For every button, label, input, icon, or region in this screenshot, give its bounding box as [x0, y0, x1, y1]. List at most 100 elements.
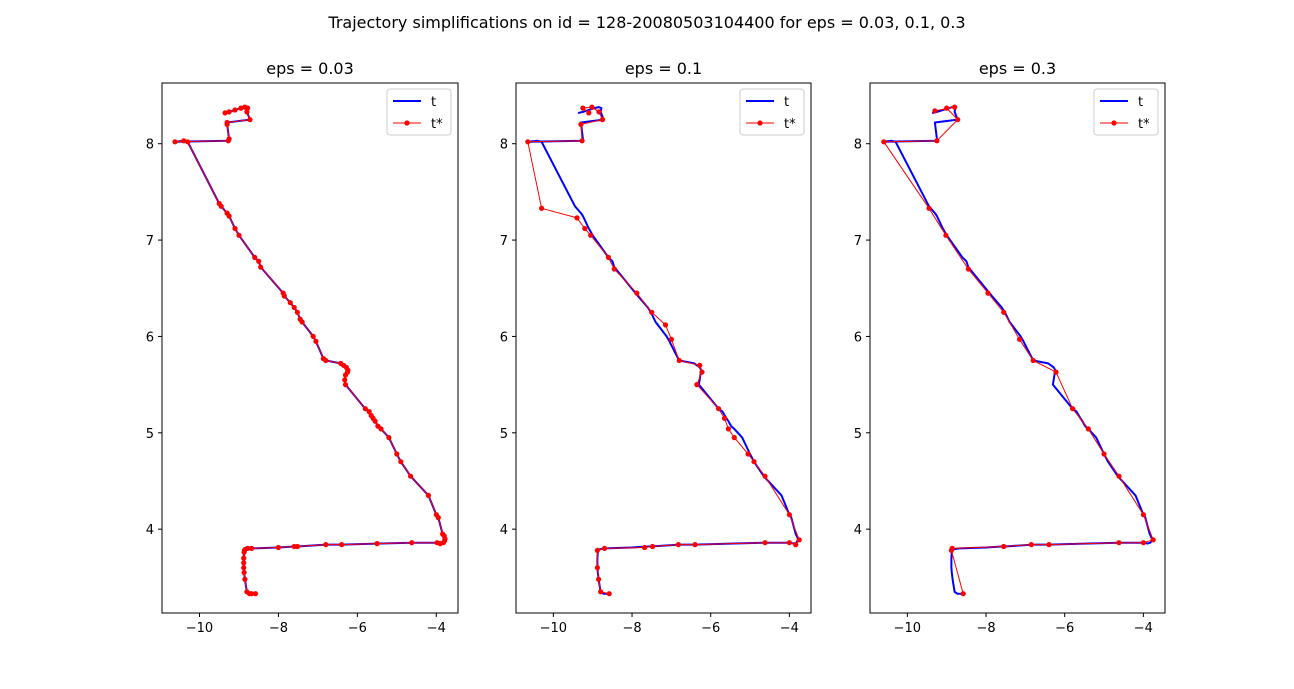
- x-tick-label: −8: [622, 621, 641, 636]
- series-tstar-marker: [1140, 540, 1146, 546]
- series-tstar-marker: [634, 290, 640, 296]
- series-tstar-marker: [574, 215, 580, 221]
- series-tstar-marker: [762, 473, 768, 479]
- series-tstar-marker: [297, 316, 303, 322]
- y-tick-label: 6: [854, 330, 862, 345]
- series-tstar-marker: [1030, 357, 1036, 364]
- legend: t t*: [386, 88, 452, 136]
- series-tstar-marker: [588, 232, 594, 238]
- series-tstar-marker: [611, 266, 617, 272]
- y-tick-label: 6: [146, 330, 154, 345]
- series-tstar-marker: [675, 542, 682, 548]
- series-tstar-marker: [960, 591, 966, 597]
- series-tstar-marker: [252, 254, 258, 260]
- series-tstar-marker: [539, 205, 545, 211]
- x-tick-label: −6: [1055, 621, 1074, 636]
- y-tick-label: 7: [854, 234, 862, 249]
- y-tick-label: 4: [500, 523, 508, 538]
- series-tstar-marker: [949, 545, 955, 552]
- series-tstar-marker: [596, 109, 602, 115]
- series-tstar-marker: [955, 117, 961, 123]
- series-tstar-marker: [793, 542, 799, 548]
- series-tstar-marker: [731, 435, 737, 441]
- subplot-title: eps = 0.1: [625, 59, 702, 78]
- series-tstar-marker: [589, 104, 595, 110]
- plot-area: [525, 104, 802, 597]
- series-tstar-marker: [1085, 426, 1091, 432]
- y-tick-label: 7: [500, 234, 508, 249]
- series-tstar-marker: [275, 544, 281, 551]
- series-tstar-marker: [368, 412, 374, 419]
- series-tstar-marker: [241, 555, 247, 561]
- series-tstar-marker: [699, 369, 705, 375]
- legend-label-t: t: [1138, 95, 1143, 110]
- series-tstar-marker: [232, 107, 238, 113]
- series-tstar-marker: [374, 541, 380, 547]
- axes-frame: [515, 82, 812, 614]
- series-tstar-marker: [599, 117, 606, 123]
- series-tstar-marker: [582, 225, 588, 232]
- x-tick-label: −6: [701, 621, 720, 636]
- series-tstar-marker: [366, 409, 372, 415]
- series-tstar-marker: [394, 451, 400, 457]
- axes-frame: [869, 82, 1166, 614]
- series-tstar-marker: [796, 537, 802, 543]
- series-tstar-marker: [398, 459, 404, 465]
- subplots: eps = 0.03 −10 −8 −6 −4 4 5 6 7 8 t t* eps = 0.1 −10 −…: [146, 59, 1166, 636]
- series-tstar-marker: [786, 512, 793, 518]
- series-tstar-marker: [409, 540, 415, 546]
- x-tick-label: −4: [1134, 621, 1153, 636]
- series-tstar-marker: [985, 290, 991, 296]
- series-tstar-marker: [222, 110, 228, 116]
- series-tstar-marker: [594, 565, 601, 571]
- series-tstar-marker: [252, 591, 259, 597]
- series-tstar-marker: [320, 356, 326, 362]
- series-tstar-marker: [241, 569, 247, 576]
- y-tick-label: 8: [146, 138, 154, 153]
- x-tick-label: −8: [269, 621, 288, 636]
- series-tstar-marker: [692, 542, 698, 548]
- series-tstar-line: [527, 106, 800, 595]
- series-tstar-marker: [952, 104, 958, 110]
- y-tick-label: 6: [500, 330, 508, 345]
- series-tstar-marker: [172, 139, 178, 145]
- series-tstar-marker: [185, 139, 191, 145]
- series-tstar-marker: [181, 138, 187, 144]
- legend-tstar-marker: [757, 120, 763, 126]
- series-tstar-marker: [249, 545, 255, 552]
- legend-label-t: t: [784, 95, 789, 110]
- series-tstar-marker: [362, 406, 368, 412]
- series-tstar-marker: [1001, 309, 1007, 315]
- series-tstar-marker: [408, 473, 414, 479]
- series-tstar-marker: [216, 200, 222, 207]
- legend-label-tstar: t*: [431, 117, 443, 132]
- y-tick-label: 5: [500, 427, 508, 442]
- series-tstar-marker: [662, 322, 669, 328]
- series-tstar-marker: [241, 560, 247, 566]
- series-tstar-marker: [1046, 542, 1052, 548]
- series-tstar-marker: [375, 423, 381, 429]
- series-tstar-marker: [649, 309, 655, 315]
- series-tstar-marker: [668, 336, 675, 342]
- series-tstar-marker: [342, 382, 349, 388]
- x-tick-label: −10: [894, 621, 921, 636]
- series-tstar-marker: [1150, 537, 1156, 543]
- x-tick-label: −4: [427, 621, 446, 636]
- series-tstar-marker: [1070, 406, 1076, 412]
- series-tstar-marker: [242, 104, 248, 110]
- y-tick-label: 5: [854, 427, 862, 442]
- series-tstar-marker: [1140, 512, 1146, 518]
- y-tick-label: 4: [146, 523, 154, 538]
- series-tstar-marker: [1028, 542, 1034, 548]
- series-tstar-marker: [313, 338, 319, 344]
- plot-area: [172, 104, 448, 597]
- series-tstar-marker: [932, 108, 938, 114]
- y-tick-label: 8: [500, 138, 508, 153]
- series-tstar-marker: [586, 110, 592, 116]
- legend-label-tstar: t*: [784, 117, 796, 132]
- series-tstar-marker: [425, 492, 431, 498]
- series-tstar-marker: [943, 232, 949, 238]
- series-tstar-marker: [786, 540, 793, 546]
- series-tstar-marker: [1016, 336, 1023, 342]
